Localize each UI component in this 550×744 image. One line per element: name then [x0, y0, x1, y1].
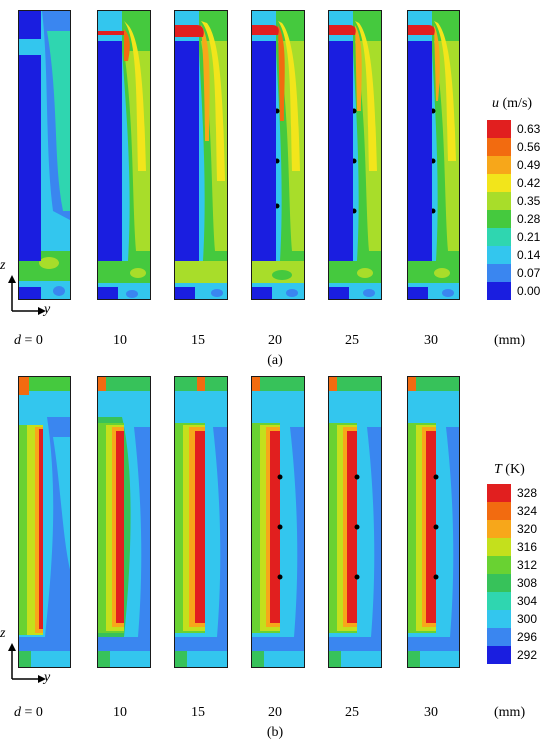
d-symbol: d — [14, 333, 21, 348]
legend-value: 0.49 — [517, 158, 541, 172]
d-label: 20 — [268, 705, 282, 720]
legend-value: 324 — [517, 504, 538, 518]
panel-caption: (b) — [266, 725, 284, 740]
legend-value: 316 — [517, 540, 538, 554]
d-label: 20 — [268, 333, 282, 348]
d-value: = 0 — [24, 333, 43, 348]
legend-swatch — [487, 246, 511, 264]
z-axis-label: z — [0, 258, 6, 273]
temperature-contour-d15 — [174, 376, 228, 668]
legend-swatch — [487, 556, 511, 574]
coordinate-axes — [8, 275, 46, 315]
legend-swatch — [487, 574, 511, 592]
d-label: 15 — [191, 333, 205, 348]
temperature-contour-d10 — [97, 376, 151, 668]
velocity-panel: z y d = 0 10 15 20 25 30 (mm) (a) u (m/s… — [0, 10, 547, 368]
velocity-contour-d10 — [97, 10, 151, 300]
legend-swatch — [487, 592, 511, 610]
legend-swatch — [487, 502, 511, 520]
legend-swatch — [487, 192, 511, 210]
legend-swatch — [487, 210, 511, 228]
legend-swatch — [487, 646, 511, 664]
d-label-first: d = 0 — [14, 705, 43, 721]
legend-value: 296 — [517, 630, 538, 644]
color-legend: 0.63 0.56 0.49 0.42 0.35 0.28 0.21 0.14 0.07 0.00 — [487, 120, 547, 300]
legend-swatch — [487, 520, 511, 538]
legend-swatch — [487, 156, 511, 174]
unit-label: (mm) — [494, 705, 526, 720]
legend-title: u (m/s) — [492, 96, 532, 112]
velocity-contour-d30 — [407, 10, 460, 300]
legend-value: 0.07 — [517, 266, 541, 280]
legend-value: 304 — [517, 594, 538, 608]
panel-caption: (a) — [267, 353, 283, 368]
legend-swatch — [487, 174, 511, 192]
d-symbol: d — [14, 705, 21, 720]
legend-value: 0.35 — [517, 194, 541, 208]
legend-swatch — [487, 120, 511, 138]
legend-value: 300 — [517, 612, 538, 626]
y-axis-label: y — [44, 302, 51, 317]
legend-value: 0.00 — [517, 284, 541, 298]
legend-value: 0.42 — [517, 176, 541, 190]
legend-value: 308 — [517, 576, 538, 590]
d-value: = 0 — [24, 705, 43, 720]
d-label: 25 — [345, 705, 359, 720]
legend-value: 0.63 — [517, 122, 541, 136]
legend-value: 0.56 — [517, 140, 541, 154]
z-axis-label: z — [0, 626, 6, 641]
legend-swatch — [487, 138, 511, 156]
legend-value: 0.28 — [517, 212, 541, 226]
legend-swatch — [487, 282, 511, 300]
legend-variable: u — [492, 96, 499, 111]
legend-value: 0.21 — [517, 230, 541, 244]
coordinate-axes — [8, 643, 46, 683]
d-label: 15 — [191, 705, 205, 720]
legend-value: 292 — [517, 648, 538, 662]
d-label: 10 — [113, 333, 127, 348]
velocity-contour-d20 — [251, 10, 305, 300]
d-label: 30 — [424, 333, 438, 348]
temperature-contour-d30 — [407, 376, 460, 668]
legend-variable: T — [494, 462, 502, 477]
legend-value: 312 — [517, 558, 538, 572]
d-label-first: d = 0 — [14, 333, 43, 349]
legend-value: 0.14 — [517, 248, 541, 262]
legend-unit: (K) — [505, 462, 525, 477]
temperature-panel: z y d = 0 10 15 20 25 30 (mm) (b) T (K) … — [0, 372, 550, 744]
velocity-contour-d0 — [18, 10, 71, 300]
temperature-contour-d20 — [251, 376, 305, 668]
legend-swatch — [487, 610, 511, 628]
legend-swatch — [487, 484, 511, 502]
legend-swatch — [487, 538, 511, 556]
d-label: 10 — [113, 705, 127, 720]
unit-label: (mm) — [494, 333, 526, 348]
legend-swatch — [487, 228, 511, 246]
temperature-contour-d0 — [18, 376, 71, 668]
legend-unit: (m/s) — [502, 96, 533, 111]
legend-value: 320 — [517, 522, 538, 536]
velocity-contour-d25 — [328, 10, 382, 300]
legend-title: T (K) — [494, 462, 525, 478]
temperature-contour-d25 — [328, 376, 382, 668]
color-legend: 328 324 320 316 312 308 304 300 296 292 — [487, 484, 547, 664]
legend-value: 328 — [517, 486, 538, 500]
d-label: 30 — [424, 705, 438, 720]
legend-swatch — [487, 628, 511, 646]
velocity-contour-d15 — [174, 10, 228, 300]
legend-swatch — [487, 264, 511, 282]
d-label: 25 — [345, 333, 359, 348]
y-axis-label: y — [44, 670, 51, 685]
